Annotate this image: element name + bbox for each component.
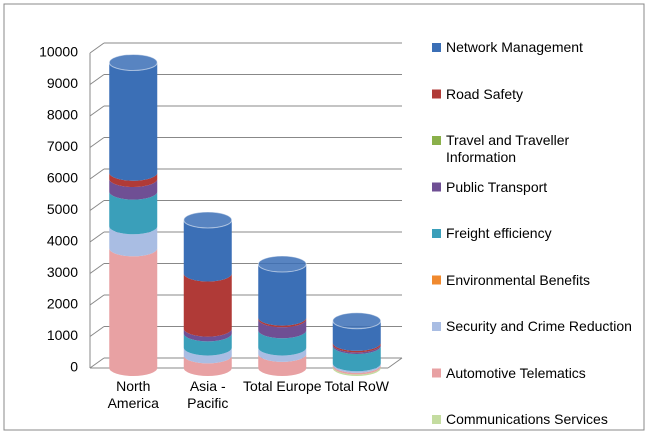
grid-line	[89, 74, 105, 85]
bar-segment	[332, 345, 381, 372]
bar-segment	[183, 355, 232, 376]
bar-segment	[109, 226, 158, 257]
x-tick-label: Total RoW	[324, 378, 390, 394]
legend-swatch	[432, 182, 441, 192]
legend-label: Automotive Telematics	[446, 364, 586, 381]
x-tick-label: Total Europe	[242, 378, 322, 394]
legend-label: Network Management	[446, 39, 583, 55]
legend-swatch	[432, 136, 441, 145]
bar-segment	[258, 317, 307, 328]
bar-segment	[183, 333, 232, 356]
grid-line	[89, 294, 105, 306]
grid-line	[89, 263, 105, 274]
y-tick-label: 7000	[47, 138, 78, 154]
bar-segment	[332, 366, 381, 376]
legend-swatch	[432, 43, 441, 52]
y-tick-label: 10000	[39, 44, 78, 60]
grid-line	[89, 42, 105, 54]
legend-swatch	[432, 275, 441, 285]
legend-label: Communications Services	[446, 411, 608, 427]
y-tick-label: 3000	[47, 264, 78, 280]
legend-label: Public Transport	[446, 178, 548, 195]
grid-line	[89, 357, 105, 369]
legend-swatch	[432, 89, 441, 99]
y-tick-label: 9000	[47, 75, 78, 91]
bar-segment	[109, 172, 158, 187]
legend-label: Road Safety	[446, 85, 524, 102]
bar-segment	[109, 191, 158, 235]
y-tick-label: 6000	[47, 170, 78, 186]
bar-cap	[257, 255, 307, 273]
bar-segment	[332, 320, 381, 351]
legend-swatch	[432, 229, 441, 238]
bar-segment	[332, 363, 381, 373]
legend-swatch	[432, 368, 441, 378]
bar-segment	[258, 353, 307, 376]
bar-cap	[183, 211, 233, 229]
grid-line	[89, 168, 105, 180]
floor-line	[387, 357, 403, 369]
bar-segment	[109, 62, 158, 181]
legend-swatch	[432, 415, 441, 424]
chart-border	[3, 3, 645, 431]
bar-segment	[183, 219, 232, 282]
bar-segment	[183, 347, 232, 364]
y-tick-label: 2000	[47, 296, 78, 312]
bar-segment	[258, 347, 307, 362]
legend-label: Environmental Benefits	[446, 271, 590, 288]
x-tick-label: North America	[107, 378, 159, 411]
grid-line	[89, 326, 105, 337]
grid-line	[89, 105, 105, 117]
legend-label: Travel and Traveller Information	[446, 132, 570, 165]
bar-segment	[183, 273, 232, 337]
bar-segment	[109, 248, 158, 376]
bar-segment	[258, 330, 307, 356]
y-tick-label: 4000	[47, 233, 78, 249]
bar-segment	[332, 344, 381, 354]
bar-cap	[332, 312, 382, 330]
bar-segment	[332, 342, 381, 353]
grid-line	[89, 231, 105, 243]
y-tick-label: 5000	[47, 201, 78, 217]
y-tick-label: 8000	[47, 107, 78, 123]
grid-line	[89, 137, 105, 148]
bar-segment	[183, 328, 232, 342]
grid-line	[89, 200, 105, 211]
bar-segment	[258, 264, 307, 326]
bar-cap	[108, 53, 158, 71]
y-tick-label: 0	[70, 359, 78, 375]
x-tick-label: Asia - Pacific	[187, 378, 229, 411]
bar-segment	[109, 179, 158, 200]
y-tick-label: 1000	[47, 327, 78, 343]
legend-swatch	[432, 322, 441, 331]
bar-segment	[332, 364, 381, 375]
legend-label: Freight efficiency	[446, 225, 552, 241]
bar-segment	[258, 319, 307, 339]
legend-label: Security and Crime Reduction	[446, 318, 632, 334]
